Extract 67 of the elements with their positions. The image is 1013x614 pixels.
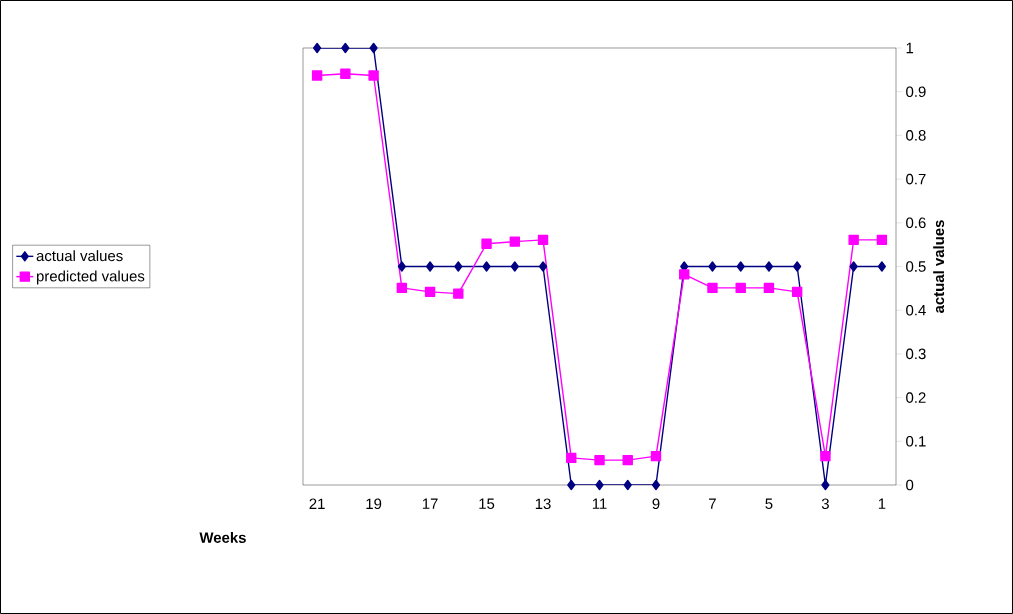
point: [877, 261, 886, 272]
point: [848, 234, 859, 246]
point: [791, 286, 803, 298]
point: [396, 282, 408, 294]
point: [623, 479, 632, 491]
x-tick-label: 11: [592, 498, 607, 509]
point: [566, 452, 577, 464]
point: [369, 42, 378, 54]
y-tick-label: 0.7: [906, 173, 926, 185]
point: [481, 238, 492, 249]
point: [424, 286, 436, 298]
y-tick-label: 0: [906, 479, 914, 491]
point: [736, 261, 745, 272]
point: [482, 261, 491, 272]
point: [453, 288, 464, 299]
y-tick-label: 1: [906, 42, 914, 54]
y-tick-label: 0.6: [906, 217, 926, 229]
point: [311, 70, 323, 81]
point: [368, 70, 379, 81]
point: [793, 261, 802, 272]
point: [735, 282, 746, 294]
x-tick-label: 5: [765, 498, 773, 509]
y-tick-label: 0.8: [906, 130, 926, 141]
point: [340, 68, 351, 79]
point: [820, 450, 831, 462]
x-tick-label: 3: [821, 498, 829, 510]
point: [821, 479, 830, 491]
legend-label: predicted values: [36, 270, 145, 285]
point: [622, 454, 633, 466]
y-tick-label: 0.5: [906, 261, 926, 272]
point: [397, 261, 406, 272]
point: [538, 261, 548, 272]
x-tick-label: 21: [309, 498, 325, 509]
point: [454, 261, 463, 272]
y-tick-label: 0.3: [906, 348, 926, 360]
point: [708, 261, 717, 272]
point: [849, 261, 858, 272]
x-tick-label: 13: [535, 498, 551, 510]
point: [707, 282, 718, 294]
x-tick-label: 17: [422, 498, 438, 509]
point: [313, 42, 322, 54]
x-axis-title: Weeks: [199, 531, 246, 543]
legend-label: actual values: [36, 250, 123, 262]
point: [679, 269, 690, 280]
point: [594, 454, 605, 466]
y-tick-label: 0.1: [906, 436, 926, 447]
y-tick-label: 0.9: [906, 86, 926, 97]
point: [509, 236, 520, 247]
point: [876, 234, 888, 246]
point: [650, 450, 662, 462]
x-tick-label: 15: [479, 498, 495, 509]
x-tick-label: 9: [652, 498, 660, 510]
point: [595, 479, 604, 491]
point: [651, 479, 661, 491]
point: [426, 261, 435, 272]
x-tick-label: 7: [709, 498, 716, 509]
x-tick-label: 19: [366, 498, 382, 510]
y-axis-title: actual values: [933, 220, 945, 313]
point: [341, 42, 350, 54]
x-tick-label: 1: [878, 498, 886, 509]
point: [764, 261, 774, 272]
point: [537, 234, 549, 246]
point: [763, 282, 775, 294]
y-tick-label: 0.4: [906, 304, 926, 316]
y-tick-label: 0.2: [906, 392, 926, 403]
point: [510, 261, 519, 272]
point: [567, 479, 576, 491]
